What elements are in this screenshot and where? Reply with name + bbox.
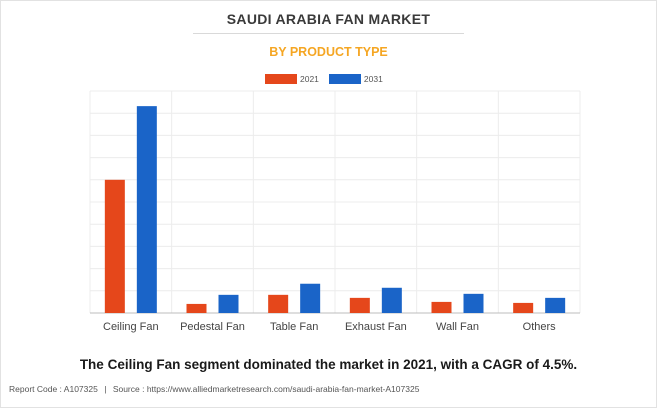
bar-2031-others xyxy=(545,297,566,313)
bar-2021-pedestal-fan xyxy=(186,303,207,313)
x-tick-label: Exhaust Fan xyxy=(345,321,407,333)
title-divider xyxy=(193,33,464,34)
legend-item-2021[interactable]: 2021 xyxy=(265,74,319,84)
x-tick-label: Table Fan xyxy=(270,321,318,333)
legend-swatch-2031 xyxy=(328,74,361,84)
x-tick-label: Pedestal Fan xyxy=(180,321,245,333)
bar-2031-pedestal-fan xyxy=(218,294,239,313)
report-footer: Report Code : A107325 | Source : https:/… xyxy=(9,384,419,394)
bar-2031-table-fan xyxy=(300,283,321,313)
bar-2021-table-fan xyxy=(268,294,289,313)
bar-chart: Ceiling Fan Pedestal Fan Table Fan Exhaust … xyxy=(89,90,581,333)
bar-2031-wall-fan xyxy=(463,293,484,313)
source-link[interactable]: Source : https://www.alliedmarketresearc… xyxy=(112,384,420,394)
legend-label-2031: 2031 xyxy=(363,74,383,84)
footer-separator: | xyxy=(104,384,107,394)
bar-2031-ceiling-fan xyxy=(136,106,157,314)
bar-2021-others xyxy=(513,302,534,313)
chart-title: SAUDI ARABIA FAN MARKET xyxy=(226,11,431,27)
bar-2021-wall-fan xyxy=(431,301,452,313)
chart-subtitle: BY PRODUCT TYPE xyxy=(269,45,388,59)
chart-caption: The Ceiling Fan segment dominated the ma… xyxy=(79,357,578,372)
x-tick-label: Ceiling Fan xyxy=(103,321,159,333)
x-tick-label: Wall Fan xyxy=(436,321,479,333)
report-code: Report Code : A107325 xyxy=(9,384,98,394)
bar-2021-exhaust-fan xyxy=(349,297,370,313)
legend-label-2021: 2021 xyxy=(300,74,319,84)
legend-item-2031[interactable]: 2031 xyxy=(328,74,383,84)
x-tick-label: Others xyxy=(523,321,557,333)
bar-2031-exhaust-fan xyxy=(381,287,402,313)
bar-2021-ceiling-fan xyxy=(104,179,125,313)
chart-legend: 2021 2031 xyxy=(265,73,393,85)
legend-swatch-2021 xyxy=(265,74,297,84)
